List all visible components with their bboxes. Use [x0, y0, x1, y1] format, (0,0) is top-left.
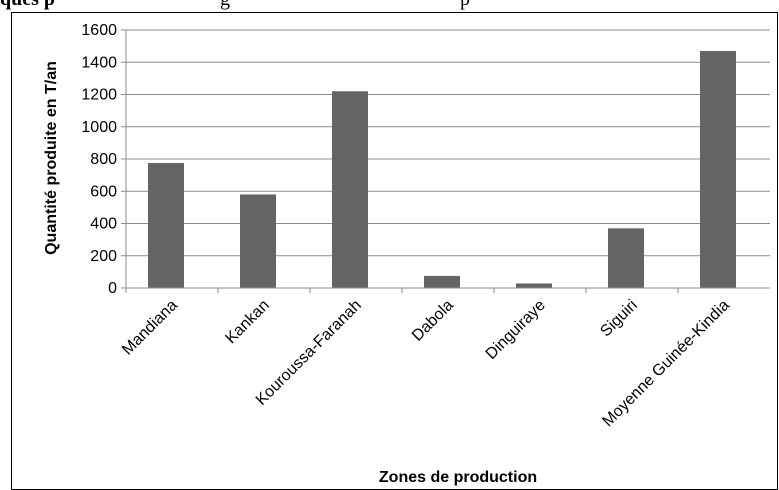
y-tick-label-1400: 1400	[81, 54, 117, 71]
x-tick-label: Kankan	[222, 297, 272, 347]
caption-tail-fragment: p	[460, 0, 470, 10]
bar-dabola	[424, 275, 460, 288]
x-tick-label: Dinguiraye	[483, 297, 549, 363]
bar-mandiana	[148, 163, 184, 288]
y-tick-label-1000: 1000	[81, 119, 117, 136]
x-tick-label: Siguiri	[597, 297, 640, 340]
top-caption: ques p g p	[0, 0, 779, 12]
bars	[148, 50, 736, 289]
y-tick-label-1200: 1200	[81, 87, 117, 104]
x-tick-label: Mandiana	[119, 297, 181, 359]
y-tick-label-200: 200	[90, 248, 117, 265]
y-tick-label-800: 800	[90, 151, 117, 168]
bar-kankan	[240, 194, 276, 288]
x-tick-label: Dabola	[409, 297, 457, 345]
caption-fragment: g	[220, 0, 230, 10]
y-axis-title: Quantité produite en T/an	[43, 61, 60, 255]
y-tick-label-1600: 1600	[81, 22, 117, 39]
grid-lines	[121, 29, 770, 289]
x-axis-title: Zones de production	[379, 469, 537, 486]
bar-kouroussa-faranah	[332, 91, 368, 289]
bar-siguiri	[608, 228, 644, 288]
x-tick-label: Kouroussa-Faranah	[253, 297, 365, 409]
bar-dinguiraye	[516, 283, 552, 288]
y-tick-label-400: 400	[90, 216, 117, 233]
y-tick-labels: 0 200 400 600 800 1000 1200 1400 1600	[81, 22, 117, 297]
bar-moyenne-guin-e-kindia	[700, 50, 736, 289]
caption-bold-fragment: ques p	[0, 0, 55, 10]
y-tick-label-0: 0	[108, 280, 117, 297]
y-tick-label-600: 600	[90, 183, 117, 200]
